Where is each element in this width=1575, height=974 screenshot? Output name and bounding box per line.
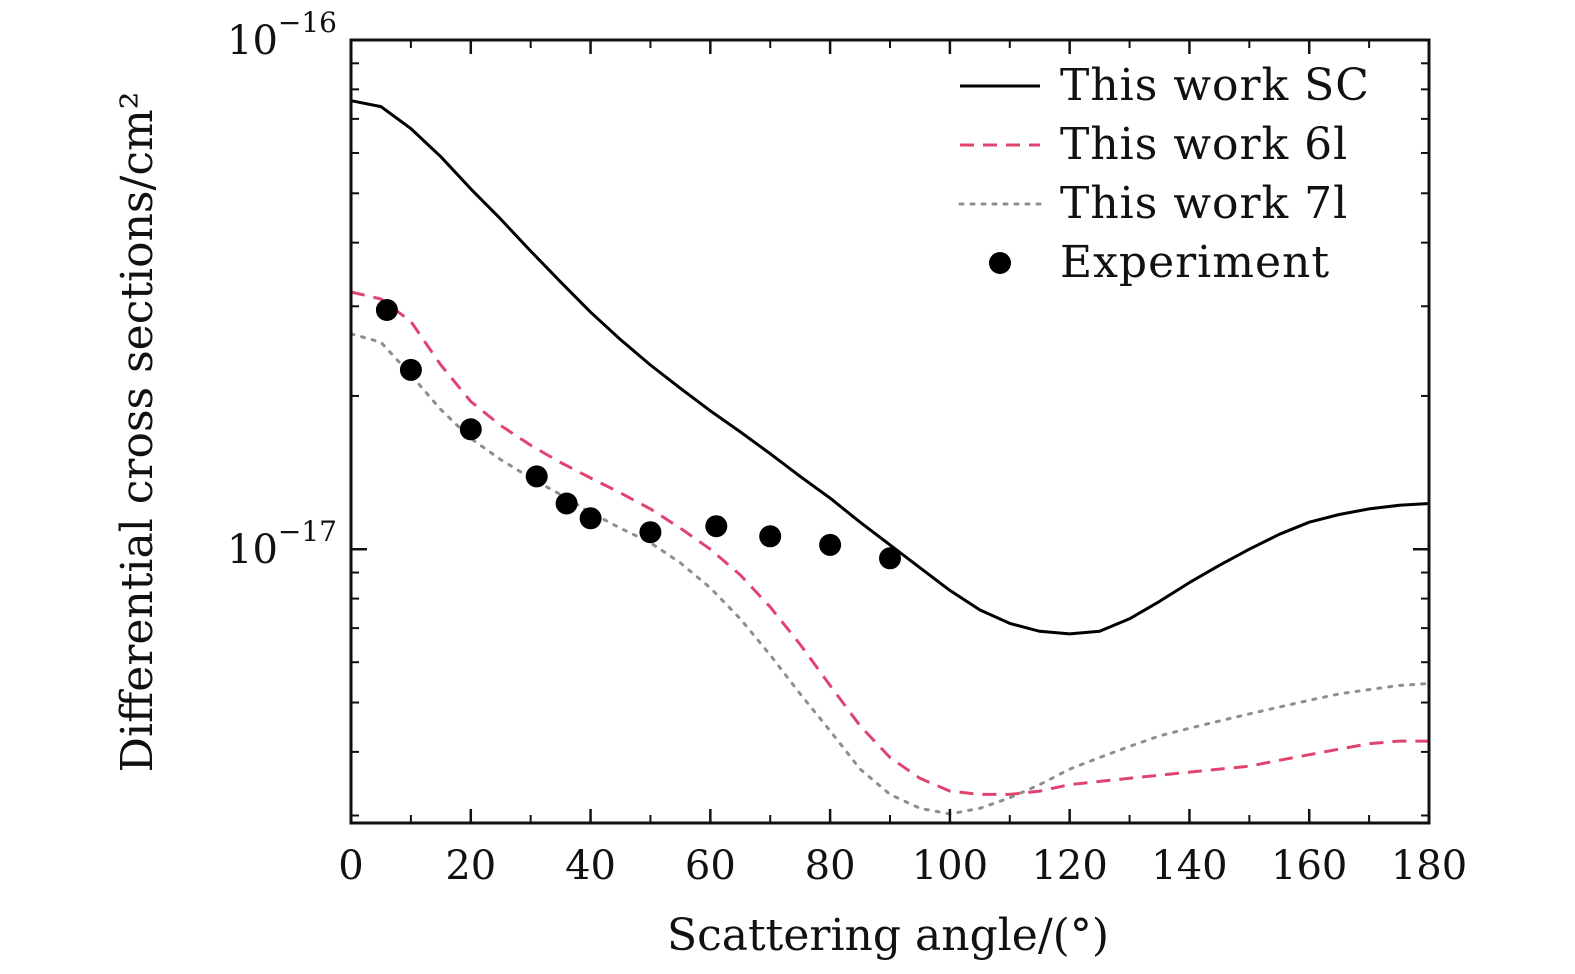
x-tick-label: 80 [805, 843, 856, 889]
experiment-point [879, 547, 901, 570]
x-tick-label: 100 [912, 843, 988, 889]
experiment-point [759, 525, 782, 548]
y-tick-label: 10−17 [227, 515, 337, 573]
series-line-3 [349, 332, 1431, 816]
x-axis-title: Scattering angle/(°) [667, 910, 1109, 961]
experiment-point [459, 418, 482, 441]
legend-swatch-experiment [989, 252, 1011, 274]
experiment-point [579, 507, 602, 530]
y-tick-label: 10−16 [227, 6, 337, 64]
x-tick-label: 160 [1271, 843, 1347, 889]
markers-layer [375, 299, 901, 570]
experiment-point [819, 533, 842, 556]
x-tick-label: 60 [685, 843, 736, 889]
x-tick-label: 20 [445, 843, 496, 889]
y-axis-title: Differential cross sections/cm² [112, 92, 163, 773]
experiment-point [525, 465, 548, 488]
x-tick-label: 180 [1391, 843, 1467, 889]
x-tick-label: 0 [338, 843, 363, 889]
y-ticks: 10−16 10−17 [227, 6, 1429, 817]
experiment-point [705, 515, 728, 538]
experiment-point [399, 358, 422, 381]
experiment-point [375, 299, 398, 321]
experiment-point [639, 521, 662, 544]
series-line-2 [350, 290, 1429, 796]
x-tick-label: 140 [1151, 843, 1227, 889]
x-tick-label: 120 [1031, 843, 1107, 889]
legend: This work SC This work 6l This work 7l E… [958, 60, 1370, 288]
legend-label-6l: This work 6l [1060, 119, 1348, 170]
series-line-1 [350, 99, 1430, 636]
legend-label-7l: This work 7l [1060, 178, 1348, 229]
experiment-point [555, 492, 578, 515]
legend-label-experiment: Experiment [1060, 237, 1330, 288]
x-tick-label: 40 [565, 843, 616, 889]
x-ticks: 0 20 40 60 80 100 120 140 160 180 [338, 40, 1467, 889]
legend-label-sc: This work SC [1060, 60, 1370, 111]
